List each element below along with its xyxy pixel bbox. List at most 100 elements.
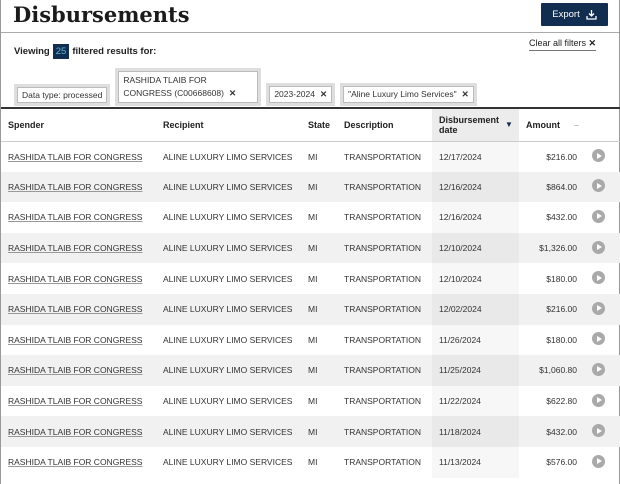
column-header-spender[interactable]: Spender (1, 108, 156, 142)
cell-spender[interactable]: RASHIDA TLAIB FOR CONGRESS (1, 386, 156, 417)
sort-neutral-icon: – (574, 119, 580, 130)
expand-row-icon[interactable] (592, 362, 605, 376)
spender-value[interactable]: RASHIDA TLAIB FOR CONGRESS (8, 457, 143, 468)
spender-value[interactable]: RASHIDA TLAIB FOR CONGRESS (8, 243, 143, 254)
expand-row-icon[interactable] (592, 179, 605, 193)
filter-chip-body: "Aline Luxury Limo Services" ✕ (343, 86, 474, 103)
filter-label: RASHIDA TLAIB FOR CONGRESS (C00668608) (123, 75, 224, 98)
cell-spender[interactable]: RASHIDA TLAIB FOR CONGRESS (1, 141, 156, 172)
cell-state: MI (301, 232, 337, 264)
column-header-disbursement-date[interactable]: Disbursement date ▼ (432, 108, 519, 142)
cell-spender[interactable]: RASHIDA TLAIB FOR CONGRESS (1, 202, 156, 233)
cell-spender[interactable]: RASHIDA TLAIB FOR CONGRESS (1, 355, 156, 386)
cell-state: MI (301, 447, 337, 478)
download-icon (586, 10, 597, 20)
description-value: TRANSPORTATION (344, 334, 421, 345)
cell-state: MI (301, 141, 337, 172)
recipient-value: ALINE LUXURY LIMO SERVICES (163, 212, 293, 223)
cell-state: MI (301, 263, 337, 294)
state-value: MI (308, 396, 318, 407)
date-value: 12/10/2024 (439, 273, 482, 284)
expand-row-icon[interactable] (592, 240, 605, 254)
recipient-value: ALINE LUXURY LIMO SERVICES (163, 396, 293, 407)
cell-spender[interactable]: RASHIDA TLAIB FOR CONGRESS (1, 447, 156, 478)
date-value: 12/10/2024 (439, 243, 482, 254)
filter-label: "Aline Luxury Limo Services" (348, 89, 457, 99)
description-value: TRANSPORTATION (344, 396, 421, 407)
remove-filter-icon[interactable]: ✕ (228, 88, 237, 98)
spender-value[interactable]: RASHIDA TLAIB FOR CONGRESS (8, 365, 143, 376)
amount-value: $1,326.00 (539, 243, 577, 254)
expand-row-icon[interactable] (592, 271, 605, 285)
cell-state: MI (301, 325, 337, 356)
cell-recipient: ALINE LUXURY LIMO SERVICES (156, 386, 301, 417)
cell-action (585, 293, 620, 325)
cell-spender[interactable]: RASHIDA TLAIB FOR CONGRESS (1, 325, 156, 356)
cell-recipient: ALINE LUXURY LIMO SERVICES (156, 171, 301, 203)
cell-spender[interactable]: RASHIDA TLAIB FOR CONGRESS (1, 263, 156, 294)
table-row: RASHIDA TLAIB FOR CONGRESS ALINE LUXURY L… (1, 263, 620, 294)
recipient-value: ALINE LUXURY LIMO SERVICES (163, 243, 293, 254)
state-value: MI (308, 304, 318, 315)
cell-state: MI (301, 202, 337, 233)
cell-recipient: ALINE LUXURY LIMO SERVICES (156, 202, 301, 233)
spender-value[interactable]: RASHIDA TLAIB FOR CONGRESS (8, 334, 143, 345)
amount-value: $432.00 (546, 212, 577, 223)
description-value: TRANSPORTATION (344, 181, 421, 192)
cell-date: 12/02/2024 (432, 293, 519, 325)
cell-amount: $432.00 (519, 416, 585, 447)
spender-value[interactable]: RASHIDA TLAIB FOR CONGRESS (8, 151, 143, 162)
cell-description: TRANSPORTATION (337, 355, 432, 386)
table-row: RASHIDA TLAIB FOR CONGRESS ALINE LUXURY L… (1, 324, 620, 356)
date-value: 11/25/2024 (439, 365, 481, 376)
expand-row-icon[interactable] (592, 301, 605, 315)
expand-row-icon[interactable] (592, 454, 605, 468)
cell-amount: $216.00 (519, 141, 585, 172)
column-header-recipient[interactable]: Recipient (156, 108, 301, 142)
spender-value[interactable]: RASHIDA TLAIB FOR CONGRESS (8, 396, 143, 407)
spender-value[interactable]: RASHIDA TLAIB FOR CONGRESS (8, 304, 143, 315)
clear-all-filters-link[interactable]: Clear all filters ✕ (529, 38, 597, 51)
export-button[interactable]: Export (541, 3, 608, 26)
expand-row-icon[interactable] (592, 393, 605, 407)
cell-spender[interactable]: RASHIDA TLAIB FOR CONGRESS (1, 171, 156, 203)
spender-value[interactable]: RASHIDA TLAIB FOR CONGRESS (8, 181, 143, 192)
remove-filter-icon[interactable]: ✕ (319, 89, 328, 99)
cell-spender[interactable]: RASHIDA TLAIB FOR CONGRESS (1, 293, 156, 325)
column-header-amount[interactable]: Amount – (519, 108, 585, 142)
state-value: MI (308, 243, 318, 254)
cell-spender[interactable]: RASHIDA TLAIB FOR CONGRESS (1, 232, 156, 264)
close-icon: ✕ (588, 38, 597, 48)
expand-row-icon[interactable] (592, 149, 605, 163)
date-value: 11/22/2024 (439, 396, 481, 407)
spender-value[interactable]: RASHIDA TLAIB FOR CONGRESS (8, 212, 143, 223)
viewing-suffix: filtered results for: (72, 46, 157, 57)
cell-spender[interactable]: RASHIDA TLAIB FOR CONGRESS (1, 416, 156, 447)
cell-amount: $216.00 (519, 293, 585, 325)
table-row: RASHIDA TLAIB FOR CONGRESS ALINE LUXURY L… (1, 141, 620, 172)
cell-state: MI (301, 355, 337, 386)
filter-chip: 2023-2024 ✕ (266, 83, 336, 106)
amount-value: $216.00 (546, 151, 577, 162)
description-value: TRANSPORTATION (344, 426, 421, 437)
cell-date: 11/13/2024 (432, 446, 519, 478)
expand-row-icon[interactable] (592, 424, 605, 438)
column-header-description[interactable]: Description (337, 108, 432, 142)
expand-row-icon[interactable] (592, 209, 605, 223)
date-value: 12/02/2024 (439, 304, 482, 315)
spender-value[interactable]: RASHIDA TLAIB FOR CONGRESS (8, 426, 143, 437)
table-header: Spender Recipient State Description Disburse… (1, 108, 620, 142)
table-row: RASHIDA TLAIB FOR CONGRESS ALINE LUXURY L… (1, 171, 620, 203)
spender-value[interactable]: RASHIDA TLAIB FOR CONGRESS (8, 273, 143, 284)
remove-filter-icon[interactable]: ✕ (461, 89, 469, 99)
cell-amount: $576.00 (519, 447, 585, 478)
export-label: Export (552, 9, 580, 20)
date-value: 11/18/2024 (439, 426, 481, 437)
recipient-value: ALINE LUXURY LIMO SERVICES (163, 273, 293, 284)
expand-row-icon[interactable] (592, 332, 605, 346)
filter-chips: Data type: processed RASHIDA TLAIB FOR CO… (14, 68, 477, 106)
cell-amount: $622.80 (519, 386, 585, 417)
column-header-state[interactable]: State (301, 108, 337, 142)
table-row: RASHIDA TLAIB FOR CONGRESS ALINE LUXURY L… (1, 355, 620, 386)
column-label: Amount (526, 119, 560, 130)
